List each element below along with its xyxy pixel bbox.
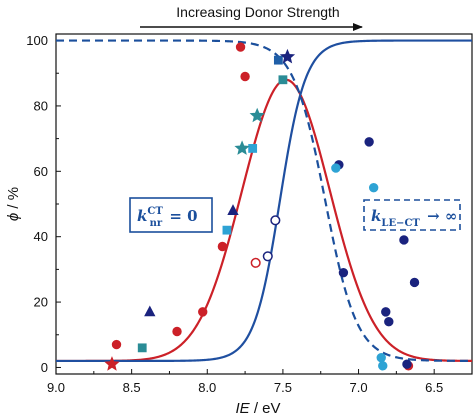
x-tick-label: 8.5 (123, 380, 141, 395)
x-tick-label: 7.0 (350, 380, 368, 395)
x-axis-unit: / eV (250, 400, 281, 417)
annotation-rest: → ∞ (422, 207, 458, 225)
fit-curves (56, 39, 472, 363)
data-point-circle (250, 257, 261, 268)
data-point-star (234, 140, 250, 155)
data-point-circle (399, 235, 409, 245)
y-tick-label: 80 (34, 98, 48, 113)
y-axis-variable: ϕ (5, 213, 22, 221)
annotation-rest: = 0 (164, 207, 197, 225)
annotations: kCT nr = 0 kLE−CT → ∞ (129, 197, 461, 233)
data-point-circle (172, 326, 182, 337)
annotation-sub: nr (150, 218, 163, 229)
data-point-circle (384, 316, 394, 327)
data-point-square (137, 343, 147, 353)
y-tick-label: 0 (41, 360, 48, 375)
data-point-circle (376, 352, 386, 363)
annotation-sub: LE−CT (381, 218, 420, 229)
data-point-star (249, 107, 265, 123)
data-point-circle (378, 361, 388, 371)
data-points (104, 42, 420, 371)
data-point-star (279, 48, 296, 64)
fit-curve-1 (56, 39, 472, 363)
y-axis-title: ϕ / % (5, 187, 22, 221)
annotation-knr: kCT nr = 0 (129, 197, 213, 233)
data-point-circle (331, 163, 341, 173)
data-point-triangle (227, 204, 239, 215)
annotation-klect: kLE−CT → ∞ (363, 199, 461, 231)
annotation-label: kLE−CT → ∞ (371, 207, 457, 229)
data-point-circle (240, 71, 250, 82)
x-tick-label: 6.5 (425, 380, 443, 395)
x-axis-variable: IE (235, 400, 250, 417)
fit-curve-2 (56, 39, 472, 362)
data-point-circle (198, 307, 208, 317)
data-point-circle (217, 241, 228, 252)
data-point-circle (111, 339, 122, 350)
data-point-circle (235, 42, 246, 52)
x-tick-label: 9.0 (47, 380, 65, 395)
data-point-square (248, 144, 258, 153)
data-point-star (104, 356, 120, 371)
y-tick-label: 20 (34, 295, 48, 310)
data-point-square (278, 75, 288, 85)
y-tick-label: 60 (34, 164, 48, 179)
banner-text: Increasing Donor Strength (176, 4, 339, 20)
x-tick-label: 8.0 (198, 380, 216, 395)
data-point-triangle (144, 305, 156, 317)
data-point-circle (338, 267, 349, 278)
data-point-circle (270, 215, 281, 226)
data-point-circle (402, 359, 412, 369)
data-point-circle (381, 307, 391, 317)
y-tick-label: 40 (34, 229, 48, 244)
x-tick-label: 7.5 (274, 380, 292, 395)
data-point-circle (262, 251, 273, 262)
data-point-circle (368, 182, 379, 193)
y-axis-unit: / % (5, 187, 22, 213)
data-point-circle (409, 277, 420, 288)
data-point-square (222, 225, 232, 235)
annotation-base: k (137, 207, 147, 225)
annotation-label: kCT nr = 0 (137, 206, 198, 229)
annotation-box (129, 197, 213, 233)
axis-ticks: 9.0 8.5 8.0 7.5 7.0 6.5 0 20 40 60 80 100 (26, 33, 443, 395)
annotation-box (363, 199, 461, 231)
y-tick-label: 100 (26, 33, 48, 48)
annotation-base: k (371, 207, 381, 225)
annotation-sup: CT (147, 206, 163, 217)
data-point-square (273, 55, 283, 65)
x-axis-title: IE / eV (235, 400, 280, 417)
data-point-circle (364, 137, 374, 147)
